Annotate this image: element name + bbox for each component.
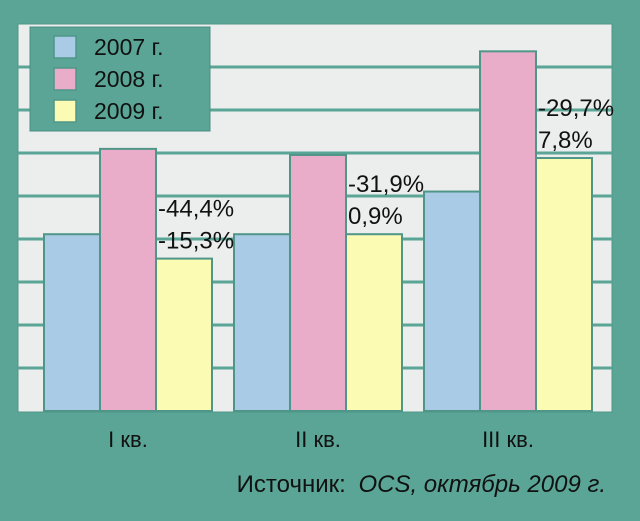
annotation-q3-share: 7,8% [538,127,593,154]
bar-2009-q3 [535,157,593,412]
x-tick-label-q2: II кв. [295,427,341,452]
bar-2009-q1 [155,257,213,412]
annotation-q1-change: -44,4% [158,196,234,223]
bar-2009-q2 [345,233,403,412]
data-annotations: -44,4% -15,3% -31,9% 0,9% -29,7% 7,8% [158,95,614,255]
bars [43,50,593,413]
source-caption: Источник: OCS, октябрь 2009 г. [237,471,606,498]
x-tick-label-q3: III кв. [482,427,534,452]
bar-2008-q1 [99,147,157,412]
legend-label-2009: 2009 г. [94,98,164,124]
legend-swatch-2009 [53,99,77,123]
bar-2007-q2 [233,233,291,412]
bar-2007-q3 [423,190,481,412]
legend-swatch-2008 [53,67,77,91]
legend-label-2007: 2007 г. [94,34,164,60]
annotation-q2-share: 0,9% [348,203,403,230]
x-axis-tick-labels: I кв. II кв. III кв. [108,427,534,452]
annotation-q1-share: -15,3% [158,228,234,255]
bar-2007-q1 [43,233,101,412]
source-prefix: Источник: [237,471,346,498]
legend-swatch-2007 [53,35,77,59]
bar-2008-q3 [479,50,537,412]
annotation-q2-change: -31,9% [348,171,424,198]
legend: 2007 г. 2008 г. 2009 г. [29,26,211,132]
legend-label-2008: 2008 г. [94,66,164,92]
bar-2008-q2 [289,153,347,413]
annotation-q3-change: -29,7% [538,95,614,122]
x-tick-label-q1: I кв. [108,427,148,452]
source-text: OCS, октябрь 2009 г. [358,471,606,498]
